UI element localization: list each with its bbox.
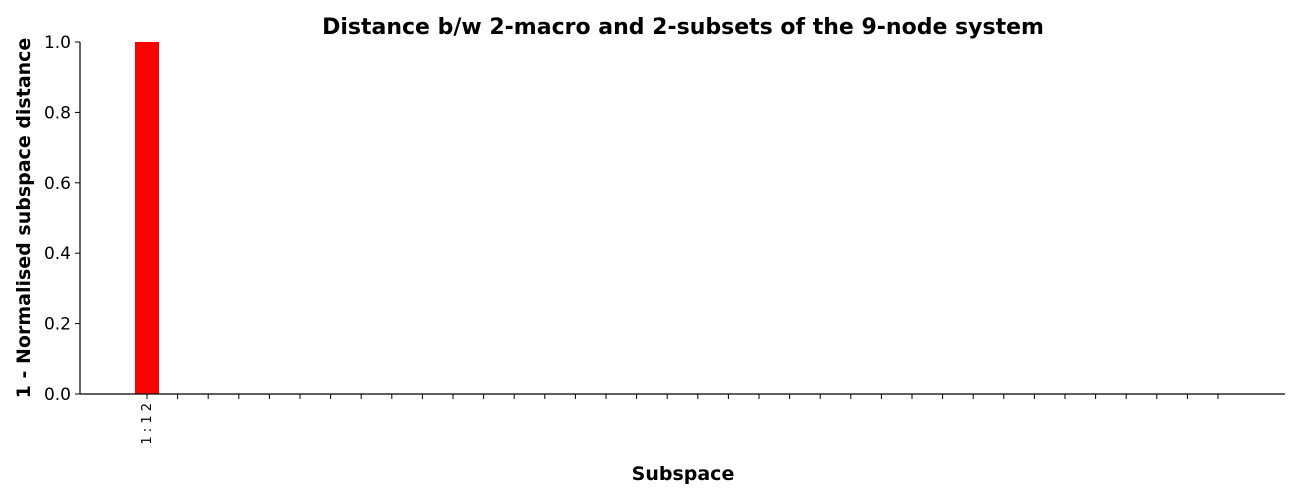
- x-axis-label: Subspace: [632, 463, 735, 485]
- y-tick-label: 0.8: [44, 103, 71, 123]
- x-axis-ticks: 1 : 1 2: [140, 394, 1219, 445]
- plot-area: [135, 42, 159, 394]
- chart-title: Distance b/w 2-macro and 2-subsets of th…: [322, 15, 1044, 40]
- y-tick-label: 1.0: [44, 33, 71, 53]
- y-tick-label: 0.2: [44, 315, 71, 335]
- y-tick-label: 0.4: [44, 244, 71, 264]
- y-axis-label: 1 - Normalised subspace distance: [13, 38, 35, 399]
- y-tick-label: 0.0: [44, 385, 71, 405]
- y-tick-label: 0.6: [44, 174, 71, 194]
- y-axis-ticks: 0.0 0.2 0.4 0.6 0.8 1.0: [44, 33, 80, 405]
- bar: [135, 42, 159, 394]
- x-tick-label: 1 : 1 2: [140, 403, 155, 445]
